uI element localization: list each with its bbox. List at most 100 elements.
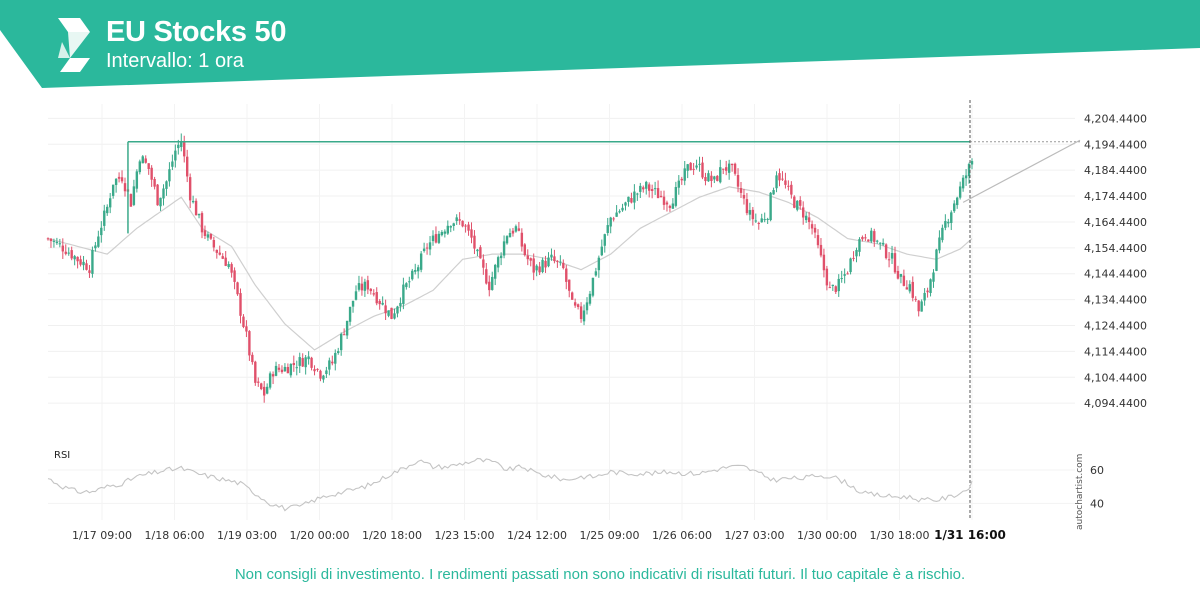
candle-body	[384, 305, 387, 314]
y-axis: 4,204.4400 4,194.4400 4,184.4400 4,174.4400…	[1084, 112, 1147, 410]
x-tick-label: 1/19 03:00	[217, 529, 277, 542]
candle-body	[908, 284, 912, 292]
candle	[562, 259, 565, 270]
candle	[867, 239, 870, 242]
candle	[286, 363, 290, 374]
candle-body	[94, 245, 97, 249]
candle	[123, 177, 127, 197]
candle-body	[517, 228, 521, 231]
candle-body	[111, 184, 115, 196]
candle	[606, 217, 609, 236]
candle-body	[819, 244, 823, 256]
candle	[612, 216, 615, 222]
candle-body	[884, 244, 888, 259]
candle-body	[858, 239, 861, 252]
candle	[70, 246, 73, 261]
candle	[902, 269, 906, 287]
candle-body	[683, 168, 686, 181]
candle	[822, 248, 826, 278]
candle	[162, 184, 165, 206]
candle	[807, 211, 811, 230]
candle	[274, 361, 278, 377]
candle-body	[183, 141, 186, 157]
candle	[227, 261, 230, 269]
candle	[674, 181, 678, 208]
candle-body	[716, 175, 719, 181]
candle-body	[722, 168, 725, 170]
candle-body	[76, 256, 79, 262]
candle-body	[650, 189, 654, 192]
x-tick-label: 1/30 18:00	[870, 529, 930, 542]
candle	[799, 196, 802, 210]
candle-body	[422, 248, 426, 251]
candle	[476, 248, 479, 257]
instrument-title: EU Stocks 50	[106, 16, 287, 48]
candle	[129, 193, 133, 207]
candle-body	[730, 163, 734, 166]
candle	[396, 305, 399, 318]
candle-body	[609, 217, 612, 227]
candle-body	[70, 250, 73, 259]
candle	[633, 184, 636, 210]
candle	[517, 221, 521, 232]
candle	[458, 212, 461, 225]
candle	[964, 169, 968, 186]
candle	[568, 279, 571, 298]
candle-body	[733, 163, 737, 174]
candle-body	[100, 227, 103, 236]
candle-body	[647, 184, 651, 191]
candle-body	[763, 219, 766, 221]
candle	[174, 144, 177, 168]
candle-body	[467, 224, 470, 231]
candle-body	[929, 279, 932, 293]
candle	[556, 260, 559, 268]
candle	[307, 351, 310, 365]
candle	[215, 249, 219, 259]
candle-body	[485, 269, 488, 284]
candle	[908, 280, 912, 294]
candle-body	[114, 178, 118, 185]
candle-body	[591, 277, 595, 296]
candle	[742, 188, 746, 205]
candle	[171, 154, 174, 171]
candle-body	[97, 236, 100, 247]
candle-body	[594, 271, 598, 276]
candle-body	[822, 254, 826, 271]
candle	[834, 285, 837, 295]
candle	[168, 162, 171, 187]
candle-body	[876, 240, 879, 242]
candle	[884, 243, 888, 260]
candle	[114, 178, 118, 193]
candle	[763, 212, 766, 223]
candle-body	[677, 180, 681, 188]
candle	[319, 369, 322, 382]
candle	[754, 213, 758, 223]
candle	[585, 297, 589, 315]
y-tick-label: 4,124.4400	[1084, 319, 1147, 332]
candle	[947, 218, 950, 228]
candle	[464, 224, 467, 233]
candle-body	[174, 150, 177, 161]
candle-body	[565, 268, 568, 282]
candle	[64, 244, 67, 256]
candle-body	[408, 281, 411, 283]
candle-body	[138, 161, 142, 173]
candle-body	[304, 357, 307, 368]
candle	[502, 235, 506, 259]
candle-body	[618, 211, 621, 213]
candle-body	[935, 249, 938, 271]
candle	[778, 168, 781, 187]
candle-body	[541, 259, 544, 273]
candle-body	[787, 185, 790, 187]
rsi-tick-label: 60	[1090, 464, 1104, 477]
candle-body	[251, 354, 254, 363]
candle-body	[129, 194, 133, 207]
candle	[351, 300, 355, 313]
candle-body	[449, 226, 452, 228]
candle	[819, 238, 823, 258]
candle-body	[177, 144, 180, 149]
candle	[739, 182, 743, 199]
x-tick-label: 1/27 03:00	[725, 529, 785, 542]
candle-body	[150, 167, 153, 180]
candle-body	[793, 196, 796, 208]
